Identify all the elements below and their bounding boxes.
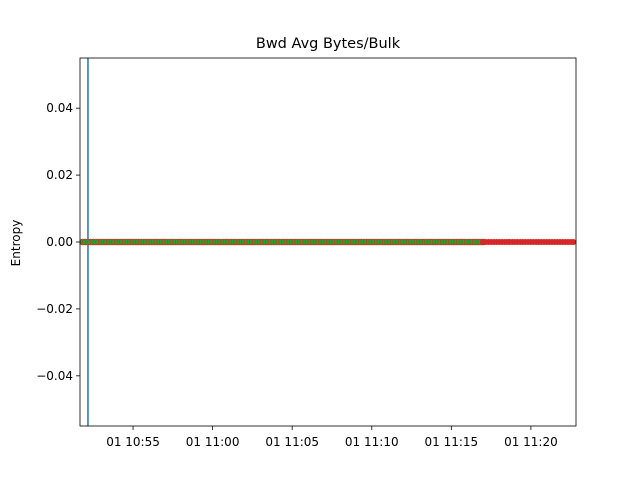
y-tick-label: −0.02: [36, 302, 73, 316]
y-tick-label: 0.04: [46, 101, 73, 115]
y-axis-label: Entropy: [9, 220, 23, 267]
plot-area: 0.04 0.02 0.00 −0.02 −0.04 01 10:55 01 11:00 01…: [36, 58, 577, 449]
x-tick-label: 01 11:10: [345, 435, 399, 449]
y-tick-label: 0.02: [46, 168, 73, 182]
data-point-red: [570, 239, 577, 245]
chart-title: Bwd Avg Bytes/Bulk: [256, 36, 401, 52]
x-tick-label: 01 11:00: [186, 435, 240, 449]
x-tick-label: 01 10:55: [106, 435, 160, 449]
y-tick-label: 0.00: [46, 235, 73, 249]
y-tick-label: −0.04: [36, 369, 73, 383]
x-tick-label: 01 11:15: [425, 435, 479, 449]
x-tick-label: 01 11:05: [265, 435, 319, 449]
x-tick-label: 01 11:20: [504, 435, 558, 449]
axes-frame: [79, 57, 577, 427]
